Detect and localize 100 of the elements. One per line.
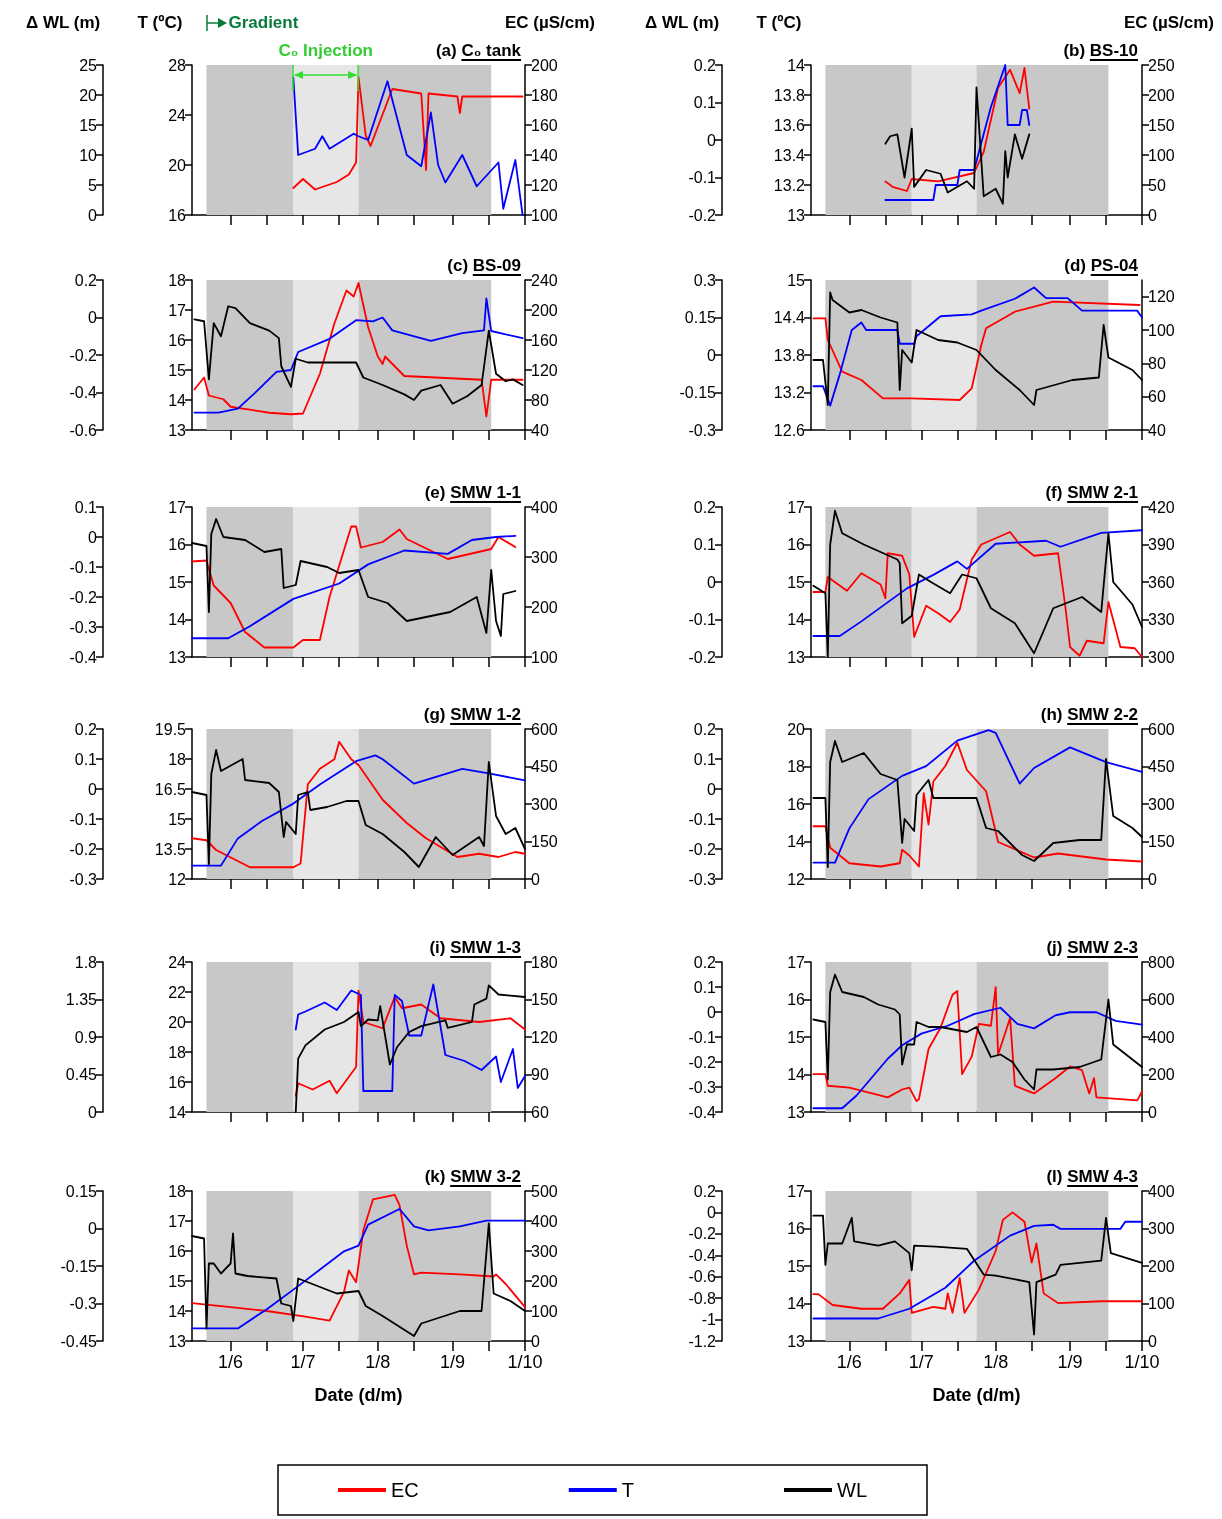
y-tick-label: 0 bbox=[88, 1220, 98, 1237]
y3-tick-label: 200 bbox=[1148, 86, 1175, 104]
x-axis-title: Date (d/m) bbox=[314, 1385, 403, 1405]
y2-tick-label: 13.8 bbox=[773, 346, 806, 364]
y-tick-label: -0.2 bbox=[69, 346, 98, 364]
y3-axis-title: EC (µS/cm) bbox=[504, 13, 595, 33]
y2-tick-label: 14.4 bbox=[773, 309, 806, 326]
y-tick-label: 0.2 bbox=[693, 56, 717, 74]
chart-title: (a) C₀ tank bbox=[435, 41, 521, 60]
line-series bbox=[812, 986, 1143, 1103]
y2-tick-label: 20 bbox=[168, 156, 187, 174]
y3-tick-label: 150 bbox=[1148, 833, 1175, 850]
y3-tick-label: 180 bbox=[531, 953, 558, 971]
legend-label: WL bbox=[837, 1479, 867, 1501]
line-series bbox=[884, 86, 1031, 205]
y-tick-label: 20 bbox=[79, 86, 98, 104]
y-tick-label: 0 bbox=[88, 780, 98, 798]
y2-tick-label: 13.8 bbox=[773, 86, 806, 104]
y-tick-label: -0.1 bbox=[688, 611, 717, 628]
y2-tick-label: 18 bbox=[168, 750, 187, 768]
y3-tick-label: 200 bbox=[531, 301, 558, 319]
chart-title: (c) BS-09 bbox=[447, 256, 521, 275]
y-tick-label: -0.1 bbox=[688, 169, 717, 186]
y3-tick-label: 200 bbox=[531, 56, 558, 74]
y-tick-label: 0 bbox=[88, 1103, 98, 1121]
y3-tick-label: 40 bbox=[1148, 421, 1166, 439]
y3-tick-label: 80 bbox=[1148, 354, 1166, 372]
y3-tick-label: 500 bbox=[531, 1182, 558, 1200]
y2-tick-label: 13 bbox=[787, 648, 806, 666]
y2-tick-label: 16 bbox=[168, 1073, 187, 1091]
y3-tick-label: 100 bbox=[531, 206, 558, 224]
y-tick-label: 0.15 bbox=[65, 1182, 98, 1200]
y-tick-label: -0.2 bbox=[69, 840, 98, 858]
y3-tick-label: 200 bbox=[1148, 1257, 1175, 1275]
y3-tick-label: 160 bbox=[531, 116, 558, 134]
y2-tick-label: 17 bbox=[168, 301, 187, 319]
y-tick-label: -1 bbox=[701, 1311, 717, 1329]
y2-tick-label: 14 bbox=[168, 391, 187, 409]
x-tick-label: 1/6 bbox=[836, 1352, 862, 1372]
y2-tick-label: 13.2 bbox=[773, 176, 806, 194]
chart-title: (l) SMW 4-3 bbox=[1046, 1167, 1138, 1186]
y-tick-label: 0.2 bbox=[693, 953, 717, 971]
y-tick-label: -0.15 bbox=[679, 384, 717, 401]
y3-tick-label: 300 bbox=[1148, 1220, 1175, 1237]
y2-tick-label: 13 bbox=[168, 648, 187, 666]
y2-tick-label: 18 bbox=[168, 1043, 187, 1061]
y3-tick-label: 100 bbox=[1148, 146, 1175, 164]
y2-tick-label: 16 bbox=[168, 331, 187, 349]
y3-tick-label: 390 bbox=[1148, 536, 1175, 553]
y-tick-label: 0 bbox=[707, 780, 717, 798]
y3-tick-label: 100 bbox=[1148, 321, 1175, 339]
y-axis-title: Δ WL (m) bbox=[26, 13, 101, 33]
y-tick-label: -0.2 bbox=[688, 1225, 717, 1243]
y-tick-label: -0.2 bbox=[69, 588, 98, 606]
y3-tick-label: 200 bbox=[531, 598, 558, 616]
chart-title: (e) SMW 1-1 bbox=[424, 483, 521, 502]
y-tick-label: -1.2 bbox=[688, 1332, 717, 1350]
y-tick-label: -0.8 bbox=[688, 1289, 717, 1307]
y2-tick-label: 13.5 bbox=[154, 840, 187, 858]
y-tick-label: -0.3 bbox=[69, 618, 98, 636]
y2-tick-label: 12.6 bbox=[773, 421, 806, 439]
y2-tick-label: 14 bbox=[787, 1295, 806, 1312]
y3-tick-label: 300 bbox=[531, 1242, 558, 1260]
x-tick-label: 1/7 bbox=[290, 1352, 316, 1372]
y3-tick-label: 0 bbox=[1148, 870, 1157, 888]
y2-tick-label: 16 bbox=[168, 1242, 187, 1260]
y2-tick-label: 13.4 bbox=[773, 146, 806, 164]
y3-tick-label: 140 bbox=[531, 146, 558, 164]
y3-tick-label: 400 bbox=[531, 498, 558, 516]
y2-tick-label: 12 bbox=[787, 870, 806, 888]
y3-tick-label: 200 bbox=[531, 1272, 558, 1290]
y2-tick-label: 15 bbox=[787, 271, 806, 289]
y2-tick-label: 14 bbox=[787, 833, 806, 850]
y-tick-label: -0.3 bbox=[69, 1295, 98, 1312]
y3-tick-label: 450 bbox=[1148, 758, 1175, 775]
x-tick-label: 1/10 bbox=[507, 1352, 543, 1372]
y-tick-label: 0 bbox=[707, 573, 717, 591]
chart-title: (k) SMW 3-2 bbox=[424, 1167, 521, 1186]
x-tick-label: 1/9 bbox=[440, 1352, 466, 1372]
y3-tick-label: 160 bbox=[531, 331, 558, 349]
y2-tick-label: 13.2 bbox=[773, 384, 806, 401]
y-tick-label: -0.1 bbox=[69, 558, 98, 576]
y-tick-label: -0.4 bbox=[69, 384, 98, 401]
y2-tick-label: 19.5 bbox=[154, 720, 187, 738]
chart-title: (b) BS-10 bbox=[1063, 41, 1138, 60]
y2-tick-label: 22 bbox=[168, 983, 187, 1001]
y2-tick-label: 16 bbox=[787, 1220, 806, 1237]
y-tick-label: 0.2 bbox=[74, 271, 98, 289]
y-tick-label: 1.8 bbox=[74, 953, 98, 971]
chart-title: (j) SMW 2-3 bbox=[1046, 938, 1138, 957]
y3-tick-label: 420 bbox=[1148, 498, 1175, 516]
y2-tick-label: 15 bbox=[168, 573, 187, 591]
x-axis-title: Date (d/m) bbox=[932, 1385, 1021, 1405]
y-tick-label: -0.2 bbox=[688, 206, 717, 224]
y-tick-label: -0.3 bbox=[688, 870, 717, 888]
y3-tick-label: 300 bbox=[531, 548, 558, 566]
y3-tick-label: 90 bbox=[531, 1066, 549, 1083]
y-tick-label: 0.15 bbox=[684, 309, 717, 326]
y3-tick-label: 300 bbox=[1148, 795, 1175, 813]
chart-title: (h) SMW 2-2 bbox=[1040, 705, 1138, 724]
